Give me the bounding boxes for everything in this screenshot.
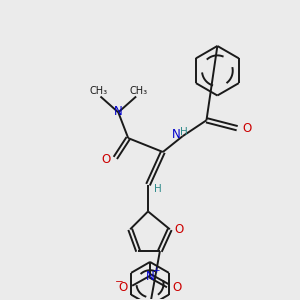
Text: +: + [152, 266, 160, 275]
Text: CH₃: CH₃ [89, 85, 107, 96]
Text: −: − [115, 277, 124, 287]
Text: N: N [171, 128, 180, 141]
Text: N: N [114, 105, 123, 118]
Text: O: O [173, 281, 182, 294]
Text: N: N [146, 270, 154, 283]
Text: H: H [154, 184, 162, 194]
Text: H: H [180, 127, 188, 137]
Text: O: O [118, 281, 127, 294]
Text: CH₃: CH₃ [129, 85, 147, 96]
Text: O: O [242, 122, 251, 135]
Text: O: O [101, 153, 110, 167]
Text: O: O [175, 223, 184, 236]
